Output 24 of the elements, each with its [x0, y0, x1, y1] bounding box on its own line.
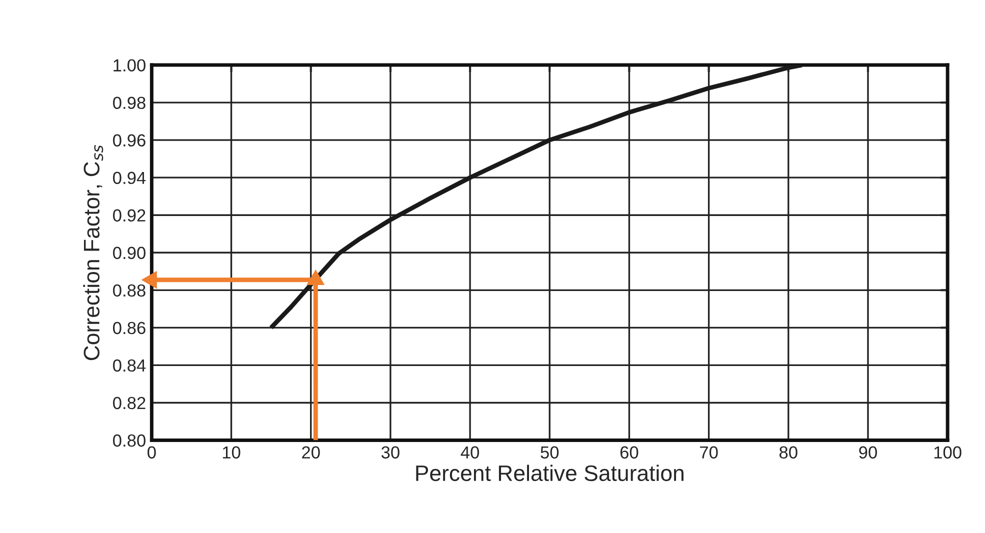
x-tick-label: 70 — [700, 446, 718, 459]
y-tick-label: 0.82 — [113, 396, 146, 410]
x-tick-label: 40 — [460, 446, 480, 459]
y-tick-label: 0.94 — [113, 172, 146, 184]
y-tick-label: 0.86 — [113, 322, 146, 334]
y-tick-label: 0.80 — [113, 434, 146, 447]
x-tick-label: 50 — [540, 446, 559, 459]
x-tick-label: 100 — [934, 446, 962, 459]
x-tick-label: 10 — [222, 446, 240, 459]
x-tick-label: 80 — [779, 446, 798, 459]
x-tick-label: 0 — [148, 446, 156, 459]
y-tick-label: 0.84 — [113, 359, 146, 372]
y-tick-label: 1.00 — [114, 59, 146, 72]
x-axis-title: Percent Relative Saturation — [416, 464, 684, 482]
x-tick-label: 30 — [381, 446, 400, 459]
y-tick-label: 0.96 — [113, 134, 146, 147]
y-tick-label: 0.98 — [113, 96, 146, 110]
y-tick-label: 0.88 — [113, 284, 146, 297]
y-tick-label: 0.92 — [113, 209, 146, 222]
y-axis-title: Correction Factor, C$_{ss}$ — [83, 145, 104, 360]
y-tick-label: 0.90 — [113, 246, 146, 260]
x-tick-label: 20 — [302, 446, 320, 459]
x-tick-label: 90 — [859, 446, 877, 459]
x-tick-label: 60 — [620, 446, 638, 459]
